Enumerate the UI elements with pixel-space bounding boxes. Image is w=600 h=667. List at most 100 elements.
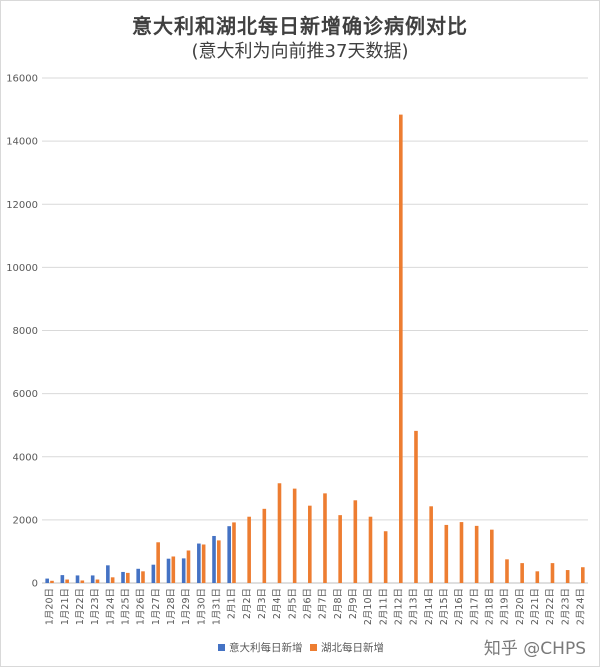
bar	[353, 500, 358, 583]
x-tick-label: 1月26日	[136, 588, 147, 625]
chart-title: 意大利和湖北每日新增确诊病例对比	[132, 14, 468, 38]
bar	[399, 114, 403, 584]
x-tick-label: 2月22日	[545, 588, 556, 625]
bar	[414, 430, 418, 583]
bar	[368, 516, 373, 583]
x-tick-label: 1月25日	[120, 588, 131, 625]
chart-subtitle: (意大利为向前推37天数据)	[191, 41, 409, 62]
bar	[581, 567, 585, 583]
bar	[212, 535, 216, 583]
bar	[232, 522, 236, 583]
watermark: 知乎 @CHPS	[483, 639, 586, 659]
x-tick-label: 2月23日	[560, 588, 571, 625]
y-tick-label: 14000	[6, 137, 38, 148]
x-tick-label: 2月24日	[575, 588, 586, 625]
bar	[181, 558, 186, 583]
bar	[459, 522, 464, 583]
bar	[565, 570, 570, 583]
x-tick-label: 1月24日	[105, 588, 116, 625]
x-tick-label: 2月2日	[242, 588, 253, 619]
x-tick-label: 2月18日	[484, 588, 495, 625]
bar	[227, 526, 231, 583]
bar	[126, 572, 130, 583]
x-tick-label: 2月15日	[439, 588, 450, 625]
bar	[520, 563, 524, 583]
x-tick-label: 2月1日	[227, 588, 238, 619]
bar	[45, 578, 49, 583]
y-tick-label: 2000	[13, 515, 38, 526]
y-tick-label: 12000	[6, 200, 38, 211]
x-tick-label: 2月14日	[424, 588, 435, 625]
bar	[110, 577, 115, 583]
bar	[106, 565, 110, 583]
bar	[186, 550, 191, 583]
y-tick-label: 8000	[13, 326, 38, 337]
x-tick-label: 1月31日	[211, 588, 222, 625]
y-tick-label: 6000	[13, 389, 38, 400]
x-tick-label: 1月27日	[151, 588, 162, 625]
legend-label: 湖北每日新增	[321, 641, 384, 654]
x-tick-label: 2月16日	[454, 588, 465, 625]
bar	[429, 506, 433, 583]
bar	[166, 558, 171, 583]
bar	[308, 505, 312, 583]
y-tick-label: 10000	[6, 263, 38, 274]
y-tick-label: 0	[32, 579, 38, 590]
x-tick-label: 1月23日	[90, 588, 101, 625]
x-tick-label: 1月22日	[75, 588, 86, 625]
x-tick-label: 2月17日	[469, 588, 480, 625]
bar	[50, 580, 54, 583]
legend-label: 意大利每日新增	[229, 641, 303, 654]
bar	[490, 529, 494, 583]
bar	[65, 579, 69, 583]
bar	[75, 575, 80, 583]
x-tick-label: 2月11日	[378, 588, 389, 625]
bar	[197, 543, 201, 583]
x-tick-label: 2月6日	[302, 588, 313, 619]
bar	[247, 516, 251, 583]
bar	[151, 564, 156, 583]
bar	[121, 571, 125, 583]
x-tick-label: 2月7日	[318, 588, 329, 619]
x-tick-label: 2月10日	[363, 588, 374, 625]
x-tick-label: 1月30日	[196, 588, 207, 625]
x-tick-label: 2月12日	[393, 588, 404, 625]
x-tick-label: 2月13日	[409, 588, 420, 625]
x-tick-label: 1月21日	[60, 588, 71, 625]
bar	[474, 525, 479, 583]
bar	[141, 571, 145, 583]
bar	[90, 575, 95, 583]
bar	[156, 542, 160, 583]
y-tick-label: 16000	[6, 74, 38, 85]
bar	[217, 540, 221, 583]
bar	[201, 544, 206, 583]
x-tick-label: 2月4日	[272, 588, 283, 619]
bar	[277, 483, 282, 583]
bar	[136, 568, 140, 583]
legend-swatch	[218, 644, 225, 651]
x-tick-label: 2月20日	[515, 588, 526, 625]
x-tick-label: 1月28日	[166, 588, 177, 625]
x-tick-label: 1月20日	[45, 588, 56, 625]
legend-swatch	[310, 644, 317, 651]
bar	[80, 580, 85, 583]
bar	[262, 508, 267, 583]
bar	[60, 575, 65, 583]
bar	[95, 579, 100, 583]
bar	[550, 563, 555, 583]
y-tick-label: 4000	[13, 452, 38, 463]
bar	[444, 524, 449, 583]
bar	[323, 493, 327, 583]
bar	[292, 488, 297, 583]
bar	[535, 571, 540, 583]
x-tick-label: 2月21日	[530, 588, 541, 625]
x-tick-label: 2月8日	[333, 588, 344, 619]
x-tick-label: 2月19日	[500, 588, 511, 625]
bar	[505, 559, 509, 583]
x-tick-label: 2月9日	[348, 588, 359, 619]
x-tick-label: 2月5日	[287, 588, 298, 619]
x-tick-label: 1月29日	[181, 588, 192, 625]
x-tick-label: 2月3日	[257, 588, 268, 619]
bar	[338, 515, 342, 583]
